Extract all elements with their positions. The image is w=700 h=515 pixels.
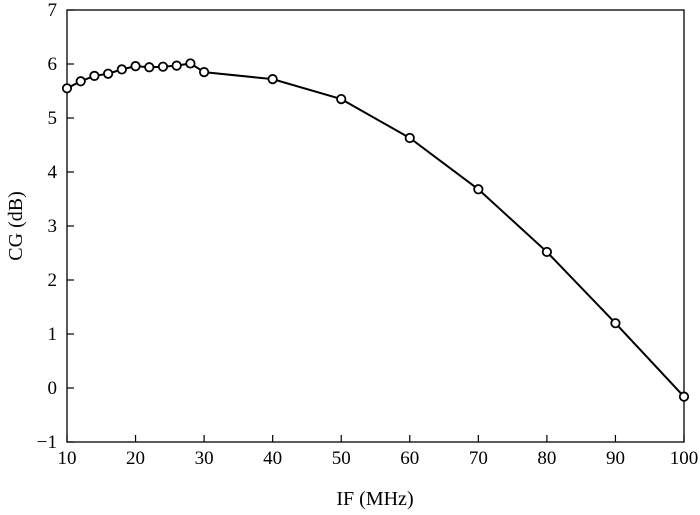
x-tick-label: 20	[126, 448, 145, 469]
data-point	[61, 83, 73, 94]
series-line	[66, 62, 685, 398]
y-tick-label: 1	[48, 324, 58, 345]
data-point	[144, 62, 155, 73]
data-point	[157, 61, 169, 72]
y-tick-label: 2	[48, 270, 58, 291]
x-tick-label: 30	[195, 448, 214, 469]
x-tick-label: 100	[670, 448, 699, 469]
x-axis-label: IF (MHz)	[336, 488, 413, 510]
data-point	[130, 61, 141, 72]
data-point	[610, 318, 621, 329]
y-tick-label: 4	[48, 162, 58, 183]
data-point	[89, 70, 100, 81]
plot-frame	[66, 9, 685, 443]
tick-labels: 10 20 30 40 50 60 70 80 90 100 −1 0 1 2 3 4 5 6 7	[37, 0, 698, 469]
ticks	[66, 9, 685, 443]
data-point	[103, 68, 114, 79]
x-tick-label: 70	[469, 448, 488, 469]
y-tick-label: 6	[48, 54, 58, 75]
x-tick-label: 80	[537, 448, 556, 469]
x-tick-label: 90	[606, 448, 625, 469]
x-tick-label: 60	[400, 448, 419, 469]
data-point	[404, 132, 415, 144]
x-tick-label: 40	[263, 448, 282, 469]
data-point	[541, 246, 552, 258]
data-point	[473, 184, 484, 195]
y-tick-label: 7	[48, 0, 58, 21]
x-tick-label: 10	[58, 448, 77, 469]
x-tick-label: 50	[332, 448, 351, 469]
markers	[61, 58, 690, 402]
data-point	[171, 60, 182, 71]
data-point	[336, 94, 347, 105]
y-tick-label: 5	[48, 108, 58, 129]
data-point	[116, 64, 127, 75]
y-axis-label: CG (dB)	[5, 191, 27, 260]
data-point	[199, 67, 210, 78]
y-tick-label: 0	[48, 378, 58, 399]
y-tick-label: 3	[48, 216, 58, 237]
y-tick-label: −1	[37, 432, 57, 453]
data-point	[185, 58, 196, 69]
data-point	[267, 74, 278, 85]
data-point	[678, 391, 690, 402]
data-point	[75, 76, 86, 87]
